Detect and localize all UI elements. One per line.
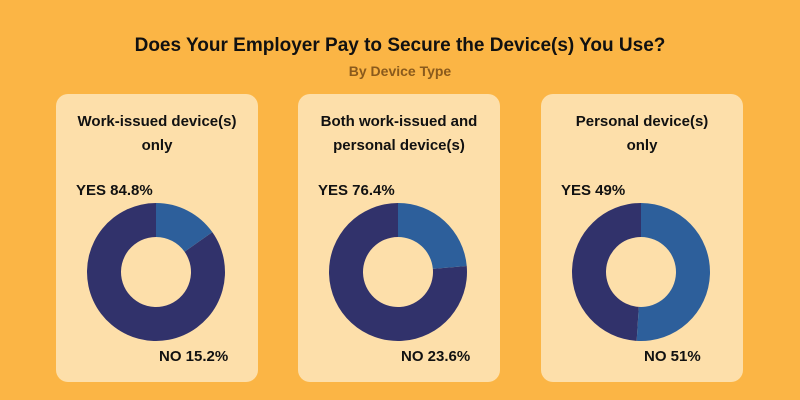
card-title-line-1: Both work-issued and <box>320 113 478 130</box>
card-title-line-2: only <box>626 137 658 154</box>
no-label: NO 15.2% <box>159 348 229 365</box>
card-personal: Personal device(s) only YES 49% NO 51% <box>541 94 743 382</box>
card-title-line-2: personal device(s) <box>333 137 465 154</box>
card-title-line-1: Personal device(s) <box>575 113 709 130</box>
yes-label: YES 76.4% <box>318 182 395 199</box>
card-title: Both work-issued and personal device(s) <box>298 110 500 158</box>
card-title: Work-issued device(s) only <box>56 110 258 158</box>
yes-slice <box>571 203 641 341</box>
card-both: Both work-issued and personal device(s) … <box>298 94 500 382</box>
no-label: NO 23.6% <box>401 348 471 365</box>
no-slice <box>636 203 710 341</box>
chart-subtitle: By Device Type <box>348 63 452 79</box>
card-title-line-1: Work-issued device(s) <box>77 113 237 130</box>
yes-slice <box>329 203 467 341</box>
card-work-issued: Work-issued device(s) only YES 84.8% NO … <box>56 94 258 382</box>
no-slice <box>156 203 213 252</box>
donut-chart <box>571 203 710 341</box>
no-label: NO 51% <box>644 348 701 365</box>
no-slice <box>398 203 467 269</box>
donut-chart <box>329 203 467 341</box>
donut-chart <box>86 203 225 341</box>
card-title: Personal device(s) only <box>541 110 743 158</box>
card-title-line-2: only <box>141 137 173 154</box>
yes-slice <box>86 203 225 341</box>
yes-label: YES 84.8% <box>76 182 153 199</box>
yes-label: YES 49% <box>561 182 626 199</box>
chart-title: Does Your Employer Pay to Secure the Dev… <box>134 35 666 56</box>
